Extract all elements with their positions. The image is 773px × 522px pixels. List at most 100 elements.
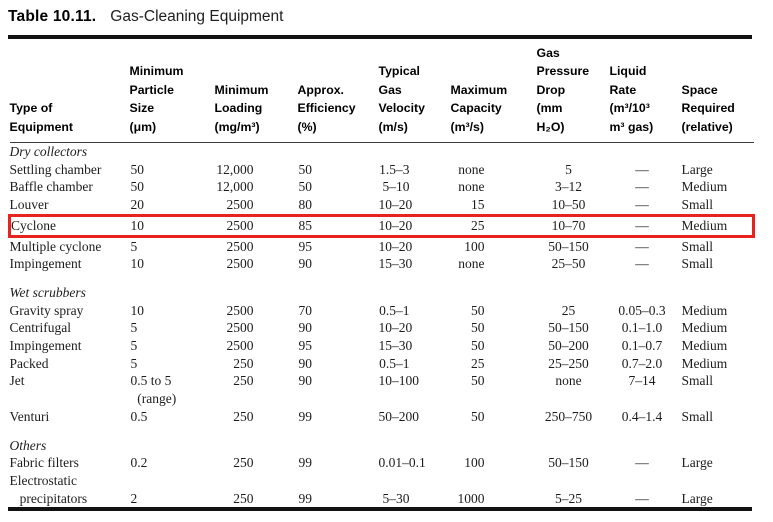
cell-typical-gas-velocity: 10–100	[378, 373, 420, 389]
cell-space-required: Medium	[681, 355, 728, 371]
cell-approx-efficiency: 99	[298, 408, 313, 424]
cell-liquid-rate: —	[635, 490, 649, 506]
col-header-space-required: Space Required (relative)	[681, 39, 754, 143]
cell-space-required: Small	[681, 256, 714, 272]
cell-typical-gas-velocity: 10–20	[378, 217, 413, 233]
cell-approx-efficiency: 99	[298, 490, 313, 506]
cell-type-of-equipment: Impingement	[9, 338, 82, 354]
row-impingement: Impingement 5 2500 95 15–30 50 50–200 0.1–0.7 Me…	[10, 337, 754, 355]
section-label: Dry collectors	[9, 144, 88, 159]
row-packed: Packed 5 250 90 0.5–1 25 25–250 0.7–2.0 Medium	[10, 355, 754, 373]
cell-min-particle-size: 10	[130, 256, 145, 272]
cell-approx-efficiency: 90	[298, 320, 313, 336]
cell-type-of-equipment: Impingement	[9, 256, 82, 272]
cell-gas-pressure-drop: 3–12	[555, 179, 582, 195]
cell-approx-efficiency: 90	[298, 256, 313, 272]
cell-approx-efficiency: 90	[298, 373, 313, 389]
cell-max-capacity: none	[458, 179, 485, 195]
cell-max-capacity: 50	[471, 408, 485, 424]
cell-max-capacity: 25	[471, 217, 485, 233]
cell-liquid-rate: —	[635, 256, 649, 272]
col-header-typical-gas-velocity: Typical Gas Velocity (m/s)	[378, 39, 451, 143]
cell-space-required: Medium	[681, 302, 728, 318]
cell-min-particle-size: 50	[130, 179, 145, 195]
cell-type-of-equipment: Fabric filters	[9, 455, 79, 471]
cell-type-of-equipment: Centrifugal	[9, 320, 71, 336]
table-caption: Gas-Cleaning Equipment	[110, 8, 284, 25]
col-header-type-of-equipment: Type of Equipment	[9, 39, 130, 143]
cell-typical-gas-velocity: 50–200	[378, 408, 420, 424]
row-jet: Jet 0.5 to 5 (range) 250 90 10–100 50 none 7–14…	[10, 372, 754, 407]
table-body: Dry collectors Settling chamber 50 12,000 50…	[9, 143, 754, 508]
cell-max-capacity: 25	[471, 355, 485, 371]
cell-approx-efficiency: 50	[298, 161, 313, 177]
cell-min-particle-size: 2	[130, 490, 138, 506]
section-row-others: Others	[10, 426, 754, 455]
row-fabric-filters: Fabric filters 0.2 250 99 0.01–0.1 100 50–150 —…	[10, 454, 754, 472]
section-row-wet-scrubbers: Wet scrubbers	[10, 273, 754, 302]
cell-space-required: Small	[681, 238, 714, 254]
cell-space-required: Large	[681, 490, 713, 506]
col-header-min-loading: Minimum Loading (mg/m³)	[214, 39, 298, 143]
cell-min-loading: 2500	[226, 320, 254, 336]
cell-max-capacity: 15	[471, 197, 485, 213]
row-gravity-spray: Gravity spray 10 2500 70 0.5–1 50 25 0.05–0.3 Me…	[10, 302, 754, 320]
cell-min-loading: 2500	[226, 338, 254, 354]
section-label: Others	[9, 437, 47, 453]
cell-min-loading: 2500	[226, 217, 254, 233]
cell-typical-gas-velocity: 15–30	[378, 256, 413, 272]
cell-gas-pressure-drop: 50–150	[548, 238, 589, 254]
section-label: Wet scrubbers	[9, 284, 86, 300]
cell-liquid-rate: —	[635, 455, 649, 471]
cell-space-required: Large	[681, 455, 713, 471]
cell-space-required: Small	[681, 373, 714, 389]
col-header-max-capacity: Maximum Capacity (m³/s)	[450, 39, 537, 143]
cell-type-of-equipment: Cyclone	[11, 217, 56, 233]
cell-approx-efficiency: 80	[298, 197, 313, 213]
cell-gas-pressure-drop: 5	[565, 161, 572, 177]
cell-min-particle-size: 50	[130, 161, 145, 177]
cell-max-capacity: none	[458, 161, 485, 177]
cell-liquid-rate: —	[635, 197, 649, 213]
cell-max-capacity: none	[458, 256, 485, 272]
row-louver: Louver 20 2500 80 10–20 15 10–50 — Small	[10, 196, 754, 215]
cell-min-particle-size: 20	[130, 197, 145, 213]
cell-type-of-equipment: Electrostatic precipitators	[9, 472, 88, 506]
cell-type-of-equipment: Settling chamber	[9, 161, 102, 177]
cell-liquid-rate: 0.1–0.7	[621, 338, 663, 354]
cell-liquid-rate: 0.4–1.4	[621, 408, 663, 424]
cell-typical-gas-velocity: 5–30	[382, 490, 410, 506]
cell-typical-gas-velocity: 10–20	[378, 197, 413, 213]
cell-typical-gas-velocity: 1.5–3	[379, 161, 410, 177]
row-centrifugal: Centrifugal 5 2500 90 10–20 50 50–150 0.1–1.0 Me…	[10, 319, 754, 337]
cell-min-loading: 250	[233, 455, 254, 471]
cell-typical-gas-velocity: 0.01–0.1	[378, 455, 426, 471]
cell-liquid-rate: 7–14	[628, 373, 656, 389]
cell-min-loading: 250	[233, 490, 254, 506]
cell-space-required: Medium	[681, 338, 728, 354]
row-settling-chamber: Settling chamber 50 12,000 50 1.5–3 none 5 — Lar…	[10, 161, 754, 179]
cell-approx-efficiency: 95	[298, 238, 313, 254]
cell-space-required: Small	[681, 408, 714, 424]
cell-gas-pressure-drop: 50–150	[548, 455, 589, 471]
cell-liquid-rate: —	[635, 179, 649, 195]
row-electrostatic: Electrostatic precipitators 2 250 99 5–30 100…	[10, 472, 754, 507]
cell-approx-efficiency: 90	[298, 355, 313, 371]
table-title: Table 10.11. Gas-Cleaning Equipment	[8, 7, 773, 26]
cell-space-required: Medium	[681, 179, 728, 195]
col-header-liquid-rate: Liquid Rate (m³/10³ m³ gas)	[609, 39, 682, 143]
cell-type-of-equipment: Venturi	[9, 408, 50, 424]
cell-approx-efficiency: 50	[298, 179, 313, 195]
header-row: Type of Equipment Minimum Particle Size …	[9, 39, 754, 143]
row-venturi: Venturi 0.5 250 99 50–200 50 250–750 0.4–1.4 Sma…	[10, 408, 754, 426]
top-rule	[8, 35, 752, 39]
cell-gas-pressure-drop: 25–50	[551, 256, 586, 272]
gas-cleaning-equipment-table: Type of Equipment Minimum Particle Size …	[8, 39, 755, 507]
cell-min-particle-size: 0.5	[130, 408, 148, 424]
cell-type-of-equipment: Multiple cyclone	[9, 238, 102, 254]
cell-approx-efficiency: 95	[298, 338, 313, 354]
cell-liquid-rate: —	[635, 217, 649, 233]
cell-min-loading: 2500	[226, 256, 254, 272]
cell-gas-pressure-drop: 10–70	[551, 217, 586, 233]
cell-approx-efficiency: 99	[298, 455, 313, 471]
